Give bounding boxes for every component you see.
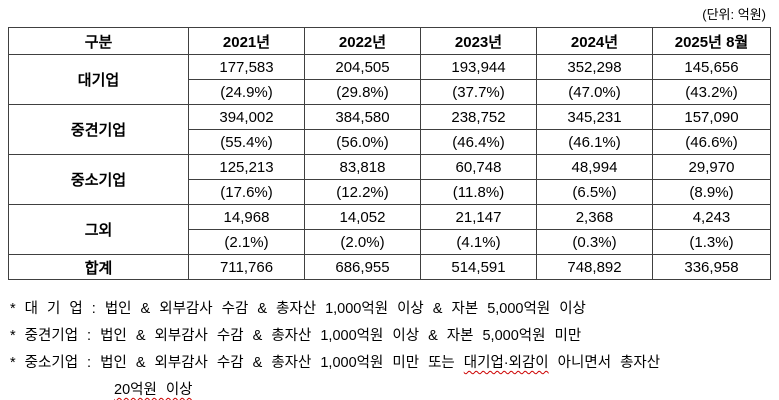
percent-cell: (12.2%)	[304, 179, 421, 205]
category-cell-total: 합계	[8, 254, 189, 280]
percent-cell: (43.2%)	[652, 79, 771, 105]
value-cell: 514,591	[420, 254, 537, 280]
footnote-small-company: * 중소기업 : 법인 & 외부감사 수감 & 총자산 1,000억원 미만 또…	[10, 350, 770, 377]
percent-cell: (1.3%)	[652, 229, 771, 255]
value-cell: 204,505	[304, 54, 421, 80]
category-cell: 중견기업	[8, 104, 189, 155]
table-row: 대기업 177,583 204,505 193,944 352,298 145,…	[8, 54, 771, 105]
percent-cell: (46.6%)	[652, 129, 771, 155]
value-cell: 345,231	[536, 104, 653, 130]
percent-cell: (47.0%)	[536, 79, 653, 105]
company-stats-table: 구분 2021년 2022년 2023년 2024년 2025년 8월 대기업 …	[8, 27, 771, 280]
footnote-large-company: * 대 기 업 : 법인 & 외부감사 수감 & 총자산 1,000억원 이상 …	[10, 301, 586, 317]
value-cell: 748,892	[536, 254, 653, 280]
percent-cell: (8.9%)	[652, 179, 771, 205]
percent-cell: (37.7%)	[420, 79, 537, 105]
percent-cell: (24.9%)	[188, 79, 305, 105]
percent-cell: (4.1%)	[420, 229, 537, 255]
value-cell: 394,002	[188, 104, 305, 130]
table-row: (2.1%) (2.0%) (4.1%) (0.3%) (1.3%)	[9, 229, 771, 255]
footnotes: * 대 기 업 : 법인 & 외부감사 수감 & 총자산 1,000억원 이상 …	[8, 296, 770, 400]
value-cell: 711,766	[188, 254, 305, 280]
percent-cell: (6.5%)	[536, 179, 653, 205]
footnote-small-marked-text: 대기업·외감이	[463, 355, 549, 371]
value-cell: 14,968	[188, 204, 305, 230]
value-cell: 238,752	[420, 104, 537, 130]
table-row: 중견기업 394,002 384,580 238,752 345,231 157…	[8, 104, 771, 155]
footnote-small-company-cont: 20억원 이상	[10, 377, 770, 400]
table-row: (55.4%) (56.0%) (46.4%) (46.1%) (46.6%)	[9, 129, 771, 155]
header-cell-2025-aug: 2025년 8월	[652, 27, 771, 55]
header-row: 구분 2021년 2022년 2023년 2024년 2025년 8월	[8, 27, 771, 55]
value-cell: 14,052	[304, 204, 421, 230]
category-cell: 중소기업	[8, 154, 189, 205]
percent-cell: (55.4%)	[188, 129, 305, 155]
value-cell: 177,583	[188, 54, 305, 80]
value-cell: 125,213	[188, 154, 305, 180]
percent-cell: (56.0%)	[304, 129, 421, 155]
category-cell: 그외	[8, 204, 189, 255]
table-row: 중소기업 125,213 83,818 60,748 48,994 29,970	[8, 154, 771, 205]
header-cell-category: 구분	[8, 27, 189, 55]
percent-cell: (29.8%)	[304, 79, 421, 105]
table-row: (24.9%) (29.8%) (37.7%) (47.0%) (43.2%)	[9, 79, 771, 105]
unit-label: (단위: 억원)	[702, 7, 766, 22]
percent-cell: (17.6%)	[188, 179, 305, 205]
value-cell: 352,298	[536, 54, 653, 80]
value-cell: 21,147	[420, 204, 537, 230]
table-row: (17.6%) (12.2%) (11.8%) (6.5%) (8.9%)	[9, 179, 771, 205]
header-cell-2024: 2024년	[536, 27, 653, 55]
value-cell: 384,580	[304, 104, 421, 130]
percent-cell: (0.3%)	[536, 229, 653, 255]
value-cell: 83,818	[304, 154, 421, 180]
footnote-cont-text: 20억원 이상	[114, 382, 193, 398]
percent-cell: (46.4%)	[420, 129, 537, 155]
value-cell: 29,970	[652, 154, 771, 180]
percent-cell: (46.1%)	[536, 129, 653, 155]
value-cell: 4,243	[652, 204, 771, 230]
category-cell: 대기업	[8, 54, 189, 105]
percent-cell: (11.8%)	[420, 179, 537, 205]
value-cell: 336,958	[652, 254, 771, 280]
value-cell: 2,368	[536, 204, 653, 230]
footnote-small-suffix: 아니면서 총자산	[548, 355, 661, 371]
value-cell: 60,748	[420, 154, 537, 180]
header-cell-2023: 2023년	[420, 27, 537, 55]
value-cell: 48,994	[536, 154, 653, 180]
value-cell: 686,955	[304, 254, 421, 280]
header-cell-2021: 2021년	[188, 27, 305, 55]
footnote-small-prefix: * 중소기업 : 법인 & 외부감사 수감 & 총자산 1,000억원 미만 또…	[10, 355, 464, 371]
total-row: 합계 711,766 686,955 514,591 748,892 336,9…	[8, 254, 771, 280]
value-cell: 157,090	[652, 104, 771, 130]
header-cell-2022: 2022년	[304, 27, 421, 55]
table-row: 그외 14,968 14,052 21,147 2,368 4,243	[8, 204, 771, 255]
value-cell: 145,656	[652, 54, 771, 80]
value-cell: 193,944	[420, 54, 537, 80]
percent-cell: (2.0%)	[304, 229, 421, 255]
footnote-mid-company: * 중견기업 : 법인 & 외부감사 수감 & 총자산 1,000억원 이상 &…	[10, 328, 582, 344]
percent-cell: (2.1%)	[188, 229, 305, 255]
